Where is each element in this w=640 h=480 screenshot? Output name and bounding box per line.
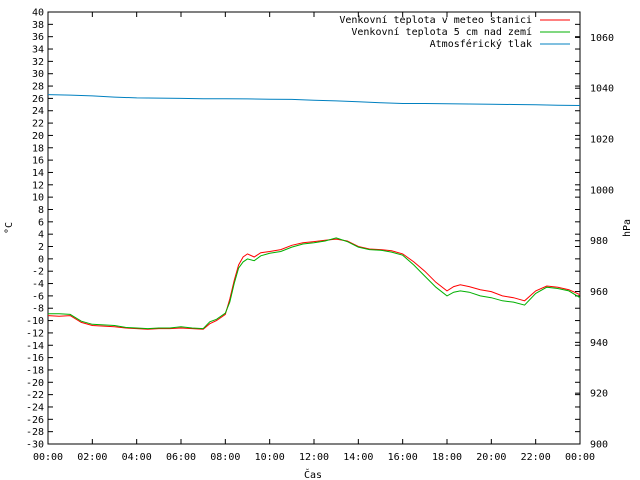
x-tick-label: 00:00 — [33, 452, 63, 463]
y-left-tick-label: -22 — [26, 390, 44, 401]
y-right-tick-label: 1060 — [590, 33, 614, 44]
y-left-tick-label: 28 — [32, 82, 44, 93]
plot-frame — [47, 11, 581, 445]
y-left-tick-label: -30 — [26, 440, 44, 451]
y-left-tick-label: -2 — [32, 267, 44, 278]
x-tick-label: 04:00 — [122, 452, 152, 463]
y-left-tick-label: 24 — [32, 106, 44, 117]
y-left-tick-label: -28 — [26, 427, 44, 438]
y-left-tick-label: 38 — [32, 20, 44, 31]
y-right-tick-label: 1020 — [590, 135, 614, 146]
y-left-tick-label: 40 — [32, 8, 44, 19]
x-tick-label: 20:00 — [476, 452, 506, 463]
x-axis-label: Čas — [304, 468, 322, 480]
x-tick-label: 08:00 — [210, 452, 240, 463]
y-left-tick-label: -24 — [26, 402, 44, 413]
y-left-tick-label: 4 — [38, 230, 44, 241]
y-left-tick-label: -8 — [32, 304, 44, 315]
x-tick-label: 10:00 — [255, 452, 285, 463]
y-left-tick-label: -10 — [26, 316, 44, 327]
x-tick-label: 14:00 — [343, 452, 373, 463]
y-left-tick-label: 6 — [38, 217, 44, 228]
y-right-tick-label: 980 — [590, 236, 608, 247]
legend-label-2: Venkovní teplota 5 cm nad zemí — [351, 26, 532, 38]
x-tick-label: 18:00 — [432, 452, 462, 463]
y-left-tick-label: 16 — [32, 156, 44, 167]
x-tick-label: 12:00 — [299, 452, 329, 463]
y-left-tick-label: 26 — [32, 94, 44, 105]
y-left-tick-label: -4 — [32, 279, 44, 290]
plot-border — [47, 11, 581, 445]
legend-label-1: Venkovní teplota v meteo stanici — [339, 14, 532, 26]
y-left-tick-label: 34 — [32, 45, 44, 56]
x-tick-label: 02:00 — [77, 452, 107, 463]
series-lines — [47, 94, 581, 330]
x-axis-ticks: 00:00 02:00 04:00 06:00 08:00 10:00 12:00 14:00… — [33, 12, 595, 463]
legend: Venkovní teplota v meteo staniciVenkovní… — [339, 14, 570, 50]
y-left-tick-label: -12 — [26, 328, 44, 339]
y-left-tick-label: 22 — [32, 119, 44, 130]
y-right-tick-label: 920 — [590, 389, 608, 400]
y-left-tick-label: -26 — [26, 415, 44, 426]
y-left-tick-label: 12 — [32, 180, 44, 191]
x-tick-label: 06:00 — [166, 452, 196, 463]
x-tick-label: 22:00 — [521, 452, 551, 463]
x-tick-label: 16:00 — [388, 452, 418, 463]
y-right-tick-label: 1040 — [590, 84, 614, 95]
y-left-tick-label: 14 — [32, 168, 44, 179]
series-line-2 — [48, 237, 581, 330]
y-right-tick-label: 960 — [590, 287, 608, 298]
series-line-3 — [47, 94, 581, 106]
y-axis-right-label: hPa — [622, 219, 633, 237]
y-left-tick-label: 32 — [32, 57, 44, 68]
y-left-tick-label: -16 — [26, 353, 44, 364]
y-left-tick-label: -20 — [26, 378, 44, 389]
y-right-tick-label: 940 — [590, 338, 608, 349]
y-axis-right-ticks: 1060 1040 1020 1000 980 960 940 920 900 — [575, 33, 614, 451]
y-left-tick-label: 20 — [32, 131, 44, 142]
y-right-tick-label: 900 — [590, 440, 608, 451]
y-left-tick-label: -18 — [26, 365, 44, 376]
y-left-tick-label: -6 — [32, 291, 44, 302]
y-left-tick-label: -14 — [26, 341, 44, 352]
y-left-tick-label: 8 — [38, 205, 44, 216]
y-axis-left-label: °C — [4, 222, 15, 234]
x-tick-label: 00:00 — [565, 452, 595, 463]
y-left-tick-label: 2 — [38, 242, 44, 253]
y-left-tick-label: 0 — [38, 254, 44, 265]
y-left-tick-label: 18 — [32, 143, 44, 154]
y-right-tick-label: 1000 — [590, 185, 614, 196]
y-axis-left-ticks: 4038363432302826242220181614121086420-2-… — [26, 8, 580, 451]
series-line-1 — [47, 238, 581, 330]
legend-label-3: Atmosférický tlak — [430, 38, 532, 50]
y-left-tick-label: 36 — [32, 32, 44, 43]
y-left-tick-label: 10 — [32, 193, 44, 204]
y-left-tick-label: 30 — [32, 69, 44, 80]
